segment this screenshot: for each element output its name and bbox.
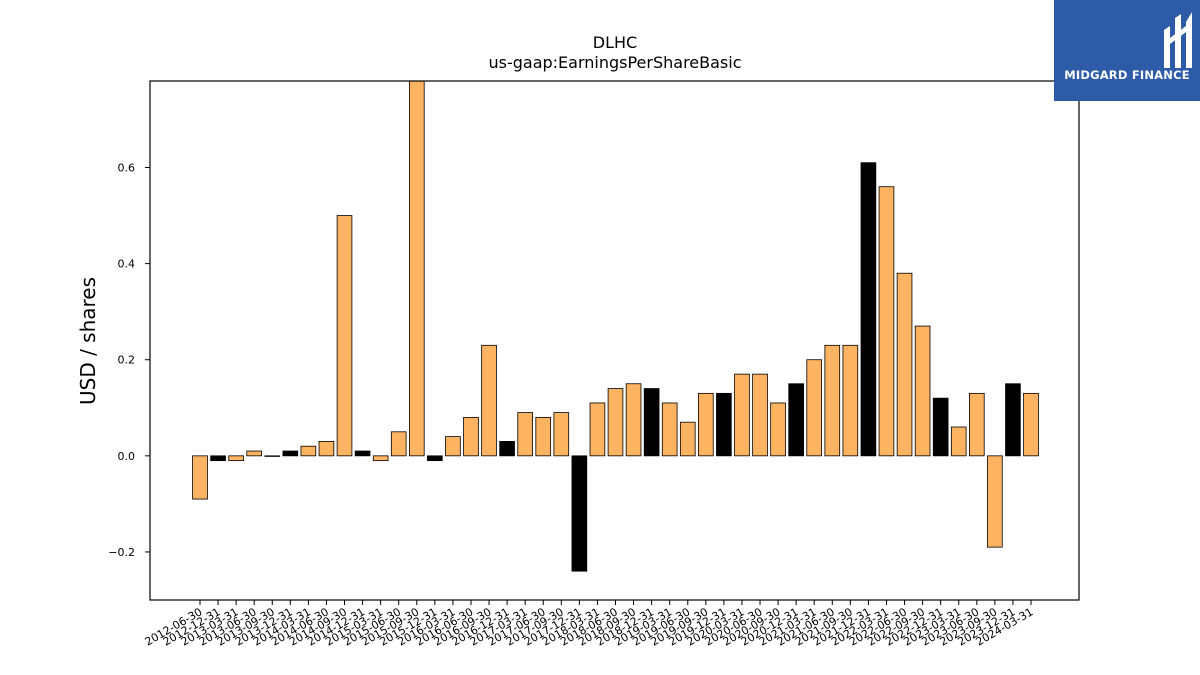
bar (734, 373, 750, 457)
bar (987, 455, 1003, 548)
bar (463, 416, 479, 457)
bar (282, 450, 299, 457)
bar (788, 383, 804, 457)
bar (336, 215, 353, 457)
bar (390, 431, 407, 457)
y-tick-label: 0.6 (118, 162, 136, 175)
bar (842, 344, 859, 457)
bar (860, 162, 877, 457)
plot-frame (149, 80, 1080, 601)
bar (698, 392, 714, 457)
bar (643, 388, 660, 457)
bar (770, 402, 786, 457)
bar (878, 186, 895, 457)
bar (607, 388, 624, 457)
y-ticks-group: −0.2 0.0 0.2 0.4 0.6 (108, 162, 150, 559)
bar (517, 412, 533, 457)
bar (535, 416, 552, 457)
bar (228, 455, 244, 462)
bar (318, 441, 335, 457)
bar (1023, 392, 1039, 457)
y-tick-label: 0.0 (118, 450, 136, 463)
bar (445, 436, 461, 457)
bar (969, 392, 985, 457)
bar (408, 80, 425, 457)
y-axis-label: USD / shares (76, 277, 100, 405)
bar (625, 383, 642, 457)
bar (427, 455, 443, 462)
bar (553, 412, 570, 457)
bar (354, 450, 371, 457)
bar (571, 455, 588, 572)
bar (932, 397, 949, 457)
bar (716, 392, 732, 457)
bar (950, 426, 967, 457)
bar (499, 441, 515, 457)
logo-mark-icon (1164, 12, 1192, 68)
chart-title: DLHC (593, 33, 637, 52)
y-tick-label: 0.4 (118, 258, 136, 271)
bar (589, 402, 606, 457)
y-tick-label: −0.2 (108, 546, 135, 559)
bar (372, 455, 389, 462)
midgard-finance-logo: MIDGARD FINANCE (1054, 0, 1200, 101)
bar (752, 373, 768, 457)
chart-subtitle: us-gaap:EarningsPerShareBasic (488, 53, 741, 72)
bar (264, 455, 281, 457)
bar (210, 455, 226, 462)
bar (246, 450, 262, 457)
bar (896, 272, 913, 457)
bar (1005, 383, 1021, 457)
bar (661, 402, 678, 457)
y-tick-label: 0.2 (118, 354, 136, 367)
logo-text: MIDGARD FINANCE (1064, 68, 1190, 82)
bars-group (192, 80, 1039, 572)
bar (806, 359, 823, 457)
bar (192, 455, 208, 500)
bar (481, 344, 497, 457)
bar (914, 325, 931, 457)
bar (300, 445, 317, 457)
x-ticks-group: 2012-06-302012-12-312013-03-312013-06-30… (143, 600, 1036, 649)
bar (824, 344, 841, 457)
bar (679, 421, 696, 457)
